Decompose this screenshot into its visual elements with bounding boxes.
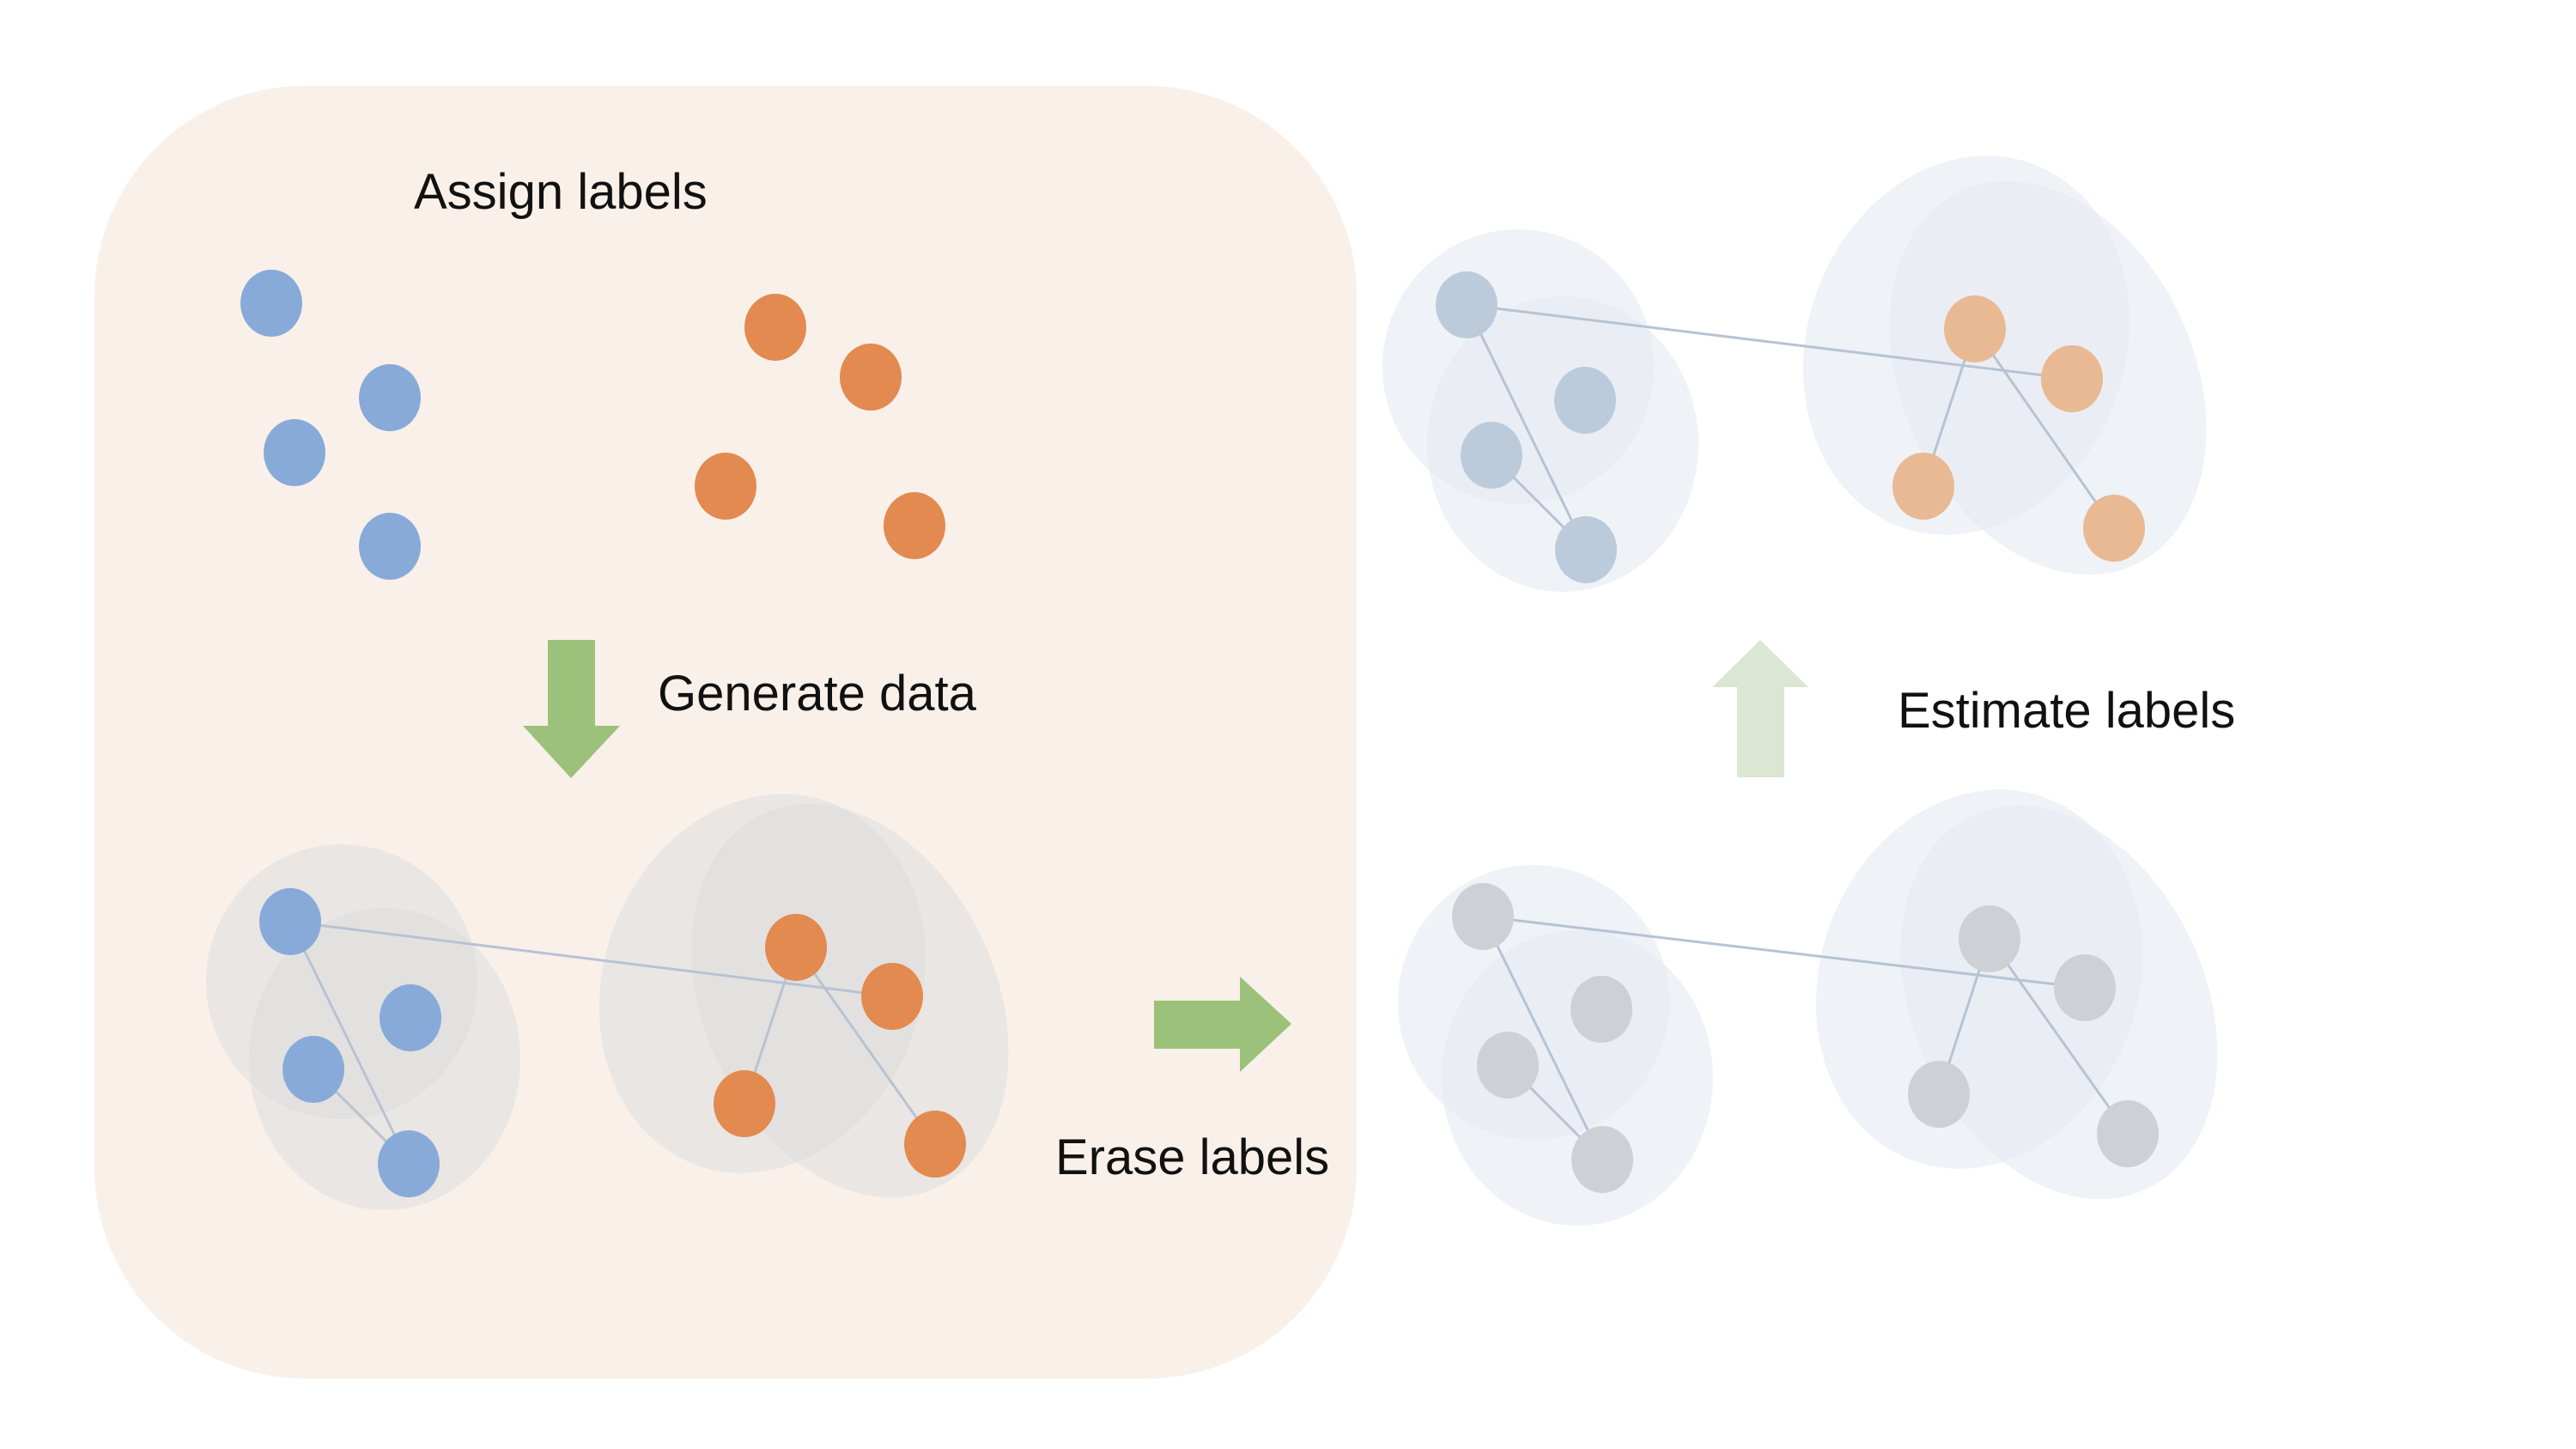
node xyxy=(259,888,321,955)
arrow-right-icon xyxy=(1154,977,1291,1072)
node xyxy=(1959,905,2020,972)
erase-labels-text: Erase labels xyxy=(1055,1129,1329,1185)
node xyxy=(2054,954,2116,1021)
node xyxy=(1944,295,2006,362)
generated-graph xyxy=(206,794,1009,1210)
node xyxy=(765,914,827,981)
cluster-blob xyxy=(249,908,520,1210)
node xyxy=(1571,976,1632,1043)
node xyxy=(1571,1126,1633,1193)
edge xyxy=(1481,916,1604,1160)
arrow-up-icon xyxy=(1712,640,1808,777)
node xyxy=(359,513,421,580)
node xyxy=(714,1070,775,1137)
node xyxy=(1452,883,1514,950)
edge xyxy=(1465,304,1588,551)
edge xyxy=(289,921,410,1165)
node xyxy=(2097,1100,2159,1167)
node xyxy=(904,1111,966,1178)
node xyxy=(1893,453,1954,520)
edge xyxy=(1482,915,2086,989)
node xyxy=(1477,1032,1539,1099)
unlabeled-graph xyxy=(1398,789,2218,1226)
node xyxy=(240,270,302,337)
node xyxy=(2041,345,2103,412)
generate-data-text: Generate data xyxy=(658,666,977,721)
node xyxy=(744,294,806,361)
edge xyxy=(1466,303,2073,381)
edge xyxy=(1973,328,2116,529)
node xyxy=(1908,1061,1970,1128)
node xyxy=(1436,271,1498,338)
node xyxy=(359,364,421,431)
edge xyxy=(794,947,937,1145)
edge xyxy=(289,920,893,998)
node xyxy=(1554,367,1616,434)
node xyxy=(1555,516,1617,583)
arrow-down-icon xyxy=(523,640,620,778)
node xyxy=(861,963,923,1030)
node xyxy=(283,1036,344,1103)
node xyxy=(1461,422,1522,489)
edge xyxy=(1988,938,2129,1135)
node xyxy=(2083,495,2145,562)
assigned-nodes-group-b xyxy=(695,294,945,559)
assign-labels-text: Assign labels xyxy=(414,164,708,220)
assigned-nodes-group-a xyxy=(240,270,421,580)
node xyxy=(884,492,945,559)
node xyxy=(840,344,902,411)
cluster-blob xyxy=(1442,930,1713,1226)
estimated-graph xyxy=(1382,155,2207,592)
node xyxy=(264,419,325,486)
cluster-blob xyxy=(1427,296,1698,592)
node xyxy=(695,453,756,520)
node xyxy=(378,1130,440,1197)
node xyxy=(380,984,441,1051)
estimate-labels-text: Estimate labels xyxy=(1898,683,2235,739)
